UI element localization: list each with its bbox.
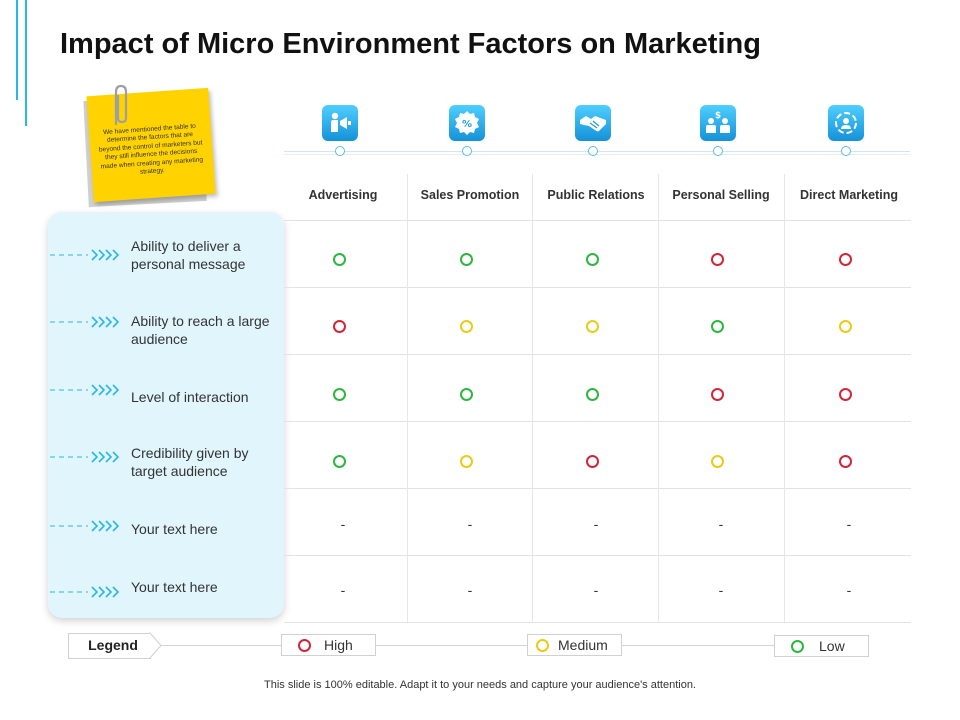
legend-high-dot xyxy=(298,639,311,652)
handshake-icon xyxy=(575,105,611,141)
empty-rating: - xyxy=(340,582,346,598)
criteria-label: Level of interaction xyxy=(131,389,249,405)
sales-promotion-icon: % xyxy=(449,105,485,141)
svg-text:%: % xyxy=(462,119,472,130)
table-row-divider xyxy=(284,287,911,288)
rating-high-dot xyxy=(711,388,724,401)
table-row-divider xyxy=(284,421,911,422)
rating-medium-dot xyxy=(586,320,599,333)
chevron-arrow-icon xyxy=(50,586,120,598)
rating-high-dot xyxy=(839,388,852,401)
rating-low-dot xyxy=(460,253,473,266)
svg-text:$: $ xyxy=(715,111,721,121)
table-column-divider xyxy=(407,174,408,623)
chevron-arrow-icon xyxy=(50,249,120,261)
rating-high-dot xyxy=(333,320,346,333)
empty-rating: - xyxy=(467,582,473,598)
rating-low-dot xyxy=(460,388,473,401)
rating-low-dot xyxy=(333,253,346,266)
accent-line-left xyxy=(16,0,18,100)
legend-low-dot xyxy=(791,640,804,653)
legend-line xyxy=(160,645,868,646)
empty-rating: - xyxy=(846,582,852,598)
legend-label: Medium xyxy=(558,637,608,653)
timeline-dot xyxy=(841,146,851,156)
column-header: Sales Promotion xyxy=(420,188,520,202)
rating-medium-dot xyxy=(460,455,473,468)
table-column-divider xyxy=(658,174,659,623)
page-title: Impact of Micro Environment Factors on M… xyxy=(60,28,761,60)
timeline-dot xyxy=(335,146,345,156)
table-column-divider xyxy=(532,174,533,623)
criteria-label: Ability to deliver a personal message xyxy=(131,238,246,272)
chevron-arrow-icon xyxy=(50,451,120,463)
rating-high-dot xyxy=(586,455,599,468)
rating-low-dot xyxy=(711,320,724,333)
paperclip-icon xyxy=(114,84,128,126)
legend-medium-dot xyxy=(536,639,549,652)
rating-medium-dot xyxy=(839,320,852,333)
legend-title-box xyxy=(68,633,151,659)
table-row-divider xyxy=(284,555,911,556)
criteria-label: Ability to reach a large audience xyxy=(131,313,270,347)
table-column-divider xyxy=(784,174,785,623)
rating-low-dot xyxy=(333,455,346,468)
legend-item-medium: Medium xyxy=(527,634,622,656)
empty-rating: - xyxy=(593,582,599,598)
criteria-label: Your text here xyxy=(131,579,218,595)
direct-marketing-icon xyxy=(828,105,864,141)
criteria-panel xyxy=(48,212,284,618)
empty-rating: - xyxy=(718,582,724,598)
legend-label: Low xyxy=(819,638,845,654)
criteria-label: Credibility given by target audience xyxy=(131,445,249,479)
rating-medium-dot xyxy=(711,455,724,468)
empty-rating: - xyxy=(846,516,852,532)
rating-low-dot xyxy=(333,388,346,401)
sticky-note-text: We have mentioned the table to determine… xyxy=(98,122,204,176)
column-header: Personal Selling xyxy=(672,188,770,202)
footer-note: This slide is 100% editable. Adapt it to… xyxy=(264,679,696,691)
advertising-icon xyxy=(322,105,358,141)
timeline-dot xyxy=(588,146,598,156)
chevron-arrow-icon xyxy=(50,316,120,328)
criteria-label: Your text here xyxy=(131,521,218,537)
rating-medium-dot xyxy=(460,320,473,333)
empty-rating: - xyxy=(340,516,346,532)
accent-line-right xyxy=(25,0,27,126)
column-header: Advertising xyxy=(308,188,378,202)
empty-rating: - xyxy=(718,516,724,532)
column-header: Direct Marketing xyxy=(800,188,898,202)
personal-selling-icon: $ xyxy=(700,105,736,141)
rating-low-dot xyxy=(586,253,599,266)
legend-label: High xyxy=(324,637,353,653)
legend-arrow-tip xyxy=(149,632,162,659)
empty-rating: - xyxy=(593,516,599,532)
rating-low-dot xyxy=(586,388,599,401)
table-row-divider xyxy=(284,354,911,355)
table-row-divider xyxy=(284,488,911,489)
legend-title: Legend xyxy=(88,637,138,653)
timeline-dot xyxy=(462,146,472,156)
timeline-line-secondary xyxy=(284,154,910,155)
column-header: Public Relations xyxy=(547,188,645,202)
rating-high-dot xyxy=(839,455,852,468)
rating-high-dot xyxy=(839,253,852,266)
table-row-divider xyxy=(284,220,911,221)
legend-item-low: Low xyxy=(774,635,869,657)
chevron-arrow-icon xyxy=(50,520,120,532)
timeline-dot xyxy=(713,146,723,156)
rating-high-dot xyxy=(711,253,724,266)
legend-item-high: High xyxy=(281,634,376,656)
table-row-divider xyxy=(284,622,911,623)
chevron-arrow-icon xyxy=(50,384,120,396)
empty-rating: - xyxy=(467,516,473,532)
